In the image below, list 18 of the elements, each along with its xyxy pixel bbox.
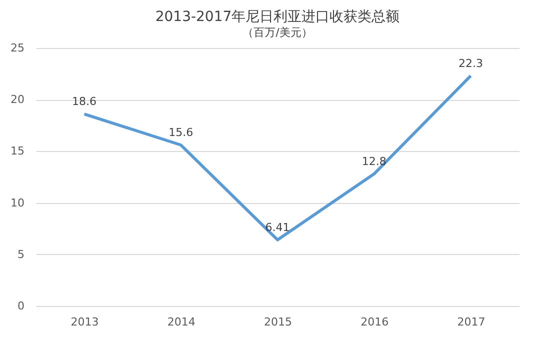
x-tick-label: 2017 [457,316,486,328]
x-tick-label: 2016 [360,316,389,328]
y-tick-label: 15 [10,144,24,158]
chart-title: 2013-2017年尼日利亚进口收获类总额 [155,9,400,25]
x-tick-label: 2013 [70,316,99,328]
y-tick-label: 0 [18,300,24,312]
x-tick-label: 2014 [167,316,196,328]
data-label: 12.8 [362,154,386,168]
data-label: 15.6 [168,126,194,140]
x-tick-label: 2015 [264,316,292,328]
data-label: 6.41 [265,220,290,234]
y-tick-label: 25 [10,42,24,54]
data-label: 18.6 [72,95,97,108]
y-tick-label: 5 [18,248,24,261]
y-tick-label: 10 [10,196,24,210]
chart-subtitle: （百万/美元） [242,26,312,39]
y-tick-label: 20 [10,93,24,106]
data-label: 22.3 [458,56,483,70]
